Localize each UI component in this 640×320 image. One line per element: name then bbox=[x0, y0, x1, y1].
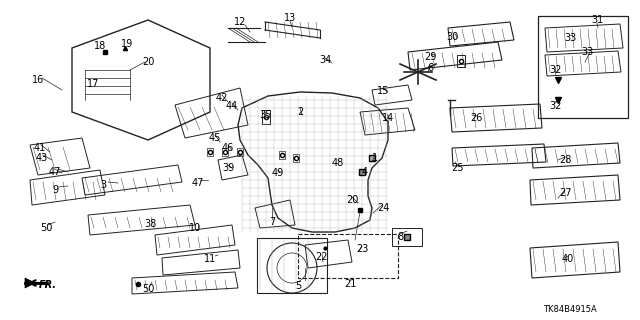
Text: 1: 1 bbox=[372, 153, 378, 163]
Text: 40: 40 bbox=[562, 254, 574, 264]
Text: 31: 31 bbox=[591, 15, 603, 25]
Text: 30: 30 bbox=[446, 32, 458, 42]
Text: 47: 47 bbox=[49, 167, 61, 177]
Text: 46: 46 bbox=[222, 143, 234, 153]
Text: 50: 50 bbox=[40, 223, 52, 233]
Text: 16: 16 bbox=[32, 75, 44, 85]
Text: 41: 41 bbox=[34, 143, 46, 153]
Text: 18: 18 bbox=[94, 41, 106, 51]
Bar bbox=[207, 148, 213, 156]
Text: 24: 24 bbox=[377, 203, 389, 213]
Text: 3: 3 bbox=[100, 180, 106, 190]
Bar bbox=[293, 154, 299, 162]
Bar bbox=[457, 55, 465, 67]
Text: 20: 20 bbox=[346, 195, 358, 205]
Text: 50: 50 bbox=[142, 284, 154, 294]
Bar bbox=[392, 228, 422, 246]
Text: 32: 32 bbox=[549, 65, 561, 75]
Bar bbox=[262, 110, 270, 124]
Text: 34: 34 bbox=[319, 55, 331, 65]
Text: 45: 45 bbox=[209, 133, 221, 143]
Text: 15: 15 bbox=[377, 86, 389, 96]
Text: 28: 28 bbox=[559, 155, 571, 165]
Text: 27: 27 bbox=[559, 188, 572, 198]
Text: 13: 13 bbox=[284, 13, 296, 23]
Text: 8: 8 bbox=[397, 232, 403, 242]
Text: 43: 43 bbox=[36, 153, 48, 163]
Text: 33: 33 bbox=[581, 47, 593, 57]
Text: 44: 44 bbox=[226, 101, 238, 111]
Text: 19: 19 bbox=[121, 39, 133, 49]
Bar bbox=[237, 148, 243, 156]
Text: 33: 33 bbox=[564, 33, 576, 43]
Text: 9: 9 bbox=[52, 185, 58, 195]
Text: 21: 21 bbox=[344, 279, 356, 289]
Text: 4: 4 bbox=[362, 167, 368, 177]
Text: 35: 35 bbox=[259, 110, 271, 120]
Bar bbox=[279, 151, 285, 159]
Text: 25: 25 bbox=[452, 163, 464, 173]
Bar bbox=[222, 148, 228, 156]
Text: 10: 10 bbox=[189, 223, 201, 233]
Text: 2: 2 bbox=[297, 107, 303, 117]
Text: 26: 26 bbox=[470, 113, 482, 123]
Text: 17: 17 bbox=[87, 79, 99, 89]
Text: 11: 11 bbox=[204, 254, 216, 264]
Text: TK84B4915A: TK84B4915A bbox=[543, 306, 597, 315]
Polygon shape bbox=[25, 278, 35, 288]
Text: 12: 12 bbox=[234, 17, 246, 27]
Text: 7: 7 bbox=[269, 217, 275, 227]
Text: 39: 39 bbox=[222, 163, 234, 173]
Text: 5: 5 bbox=[295, 281, 301, 291]
Text: 22: 22 bbox=[316, 252, 328, 262]
Text: 38: 38 bbox=[144, 219, 156, 229]
Text: 14: 14 bbox=[382, 113, 394, 123]
Text: 23: 23 bbox=[356, 244, 368, 254]
Text: 32: 32 bbox=[549, 101, 561, 111]
Text: 49: 49 bbox=[272, 168, 284, 178]
Text: 29: 29 bbox=[424, 52, 436, 62]
Text: 42: 42 bbox=[216, 93, 228, 103]
Text: 20: 20 bbox=[142, 57, 154, 67]
Text: 47: 47 bbox=[192, 178, 204, 188]
Text: 48: 48 bbox=[332, 158, 344, 168]
Text: FR.: FR. bbox=[39, 280, 57, 290]
Text: 6: 6 bbox=[427, 63, 433, 73]
Bar bbox=[257, 238, 327, 293]
